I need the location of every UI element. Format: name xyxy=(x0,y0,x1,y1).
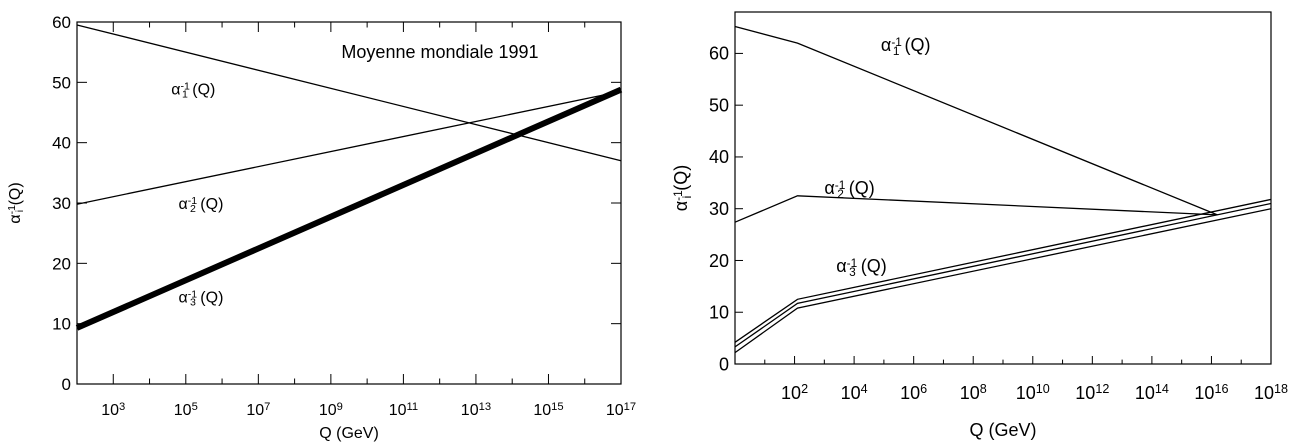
x-tick-label: 107 xyxy=(246,401,270,420)
x-tick-label: 1016 xyxy=(1194,382,1228,404)
y-tick-label: 30 xyxy=(52,194,71,213)
plot-frame xyxy=(76,21,622,385)
y-tick-label: 0 xyxy=(719,354,729,374)
x-tick-label: 106 xyxy=(900,382,927,404)
series-label-alpha2: α-1 2 (Q) xyxy=(824,178,874,201)
x-tick-label: 105 xyxy=(174,401,198,420)
series-label-alpha1: α-1 1 (Q) xyxy=(881,34,931,57)
chart-right-unification: 0 10 20 30 40 50 60 102 104 106 108 1010 1012 1014 101… xyxy=(671,11,1288,440)
series-line-alpha3_mid xyxy=(734,202,1272,348)
x-tick-label: 1017 xyxy=(606,401,636,420)
x-tick-label: 1010 xyxy=(1016,382,1050,404)
series-line-alpha1 xyxy=(76,24,622,162)
chart-left-moyenne-mondiale: 0 10 20 30 40 50 60 103 105 107 109 1011 1013 1015 101… xyxy=(6,13,636,442)
x-tick-label: 102 xyxy=(781,382,808,404)
x-tick-label: 104 xyxy=(841,382,868,404)
series-label-alpha1: α-1 1 (Q) xyxy=(171,80,215,100)
series-line-alpha1 xyxy=(734,25,1218,216)
y-tick-label: 40 xyxy=(52,134,71,153)
y-tick-label: 20 xyxy=(52,254,71,273)
x-tick-label: 1018 xyxy=(1254,382,1288,404)
x-axis-label: Q (GeV) xyxy=(969,420,1036,440)
y-axis-label: α-1i (Q) xyxy=(6,182,26,223)
plot-frame xyxy=(734,11,1272,365)
x-tick-label: 1011 xyxy=(389,401,418,420)
x-tick-label: 108 xyxy=(960,382,987,404)
y-tick-label: 30 xyxy=(709,199,729,219)
y-tick-label: 10 xyxy=(709,303,729,323)
x-tick-label: 1012 xyxy=(1075,382,1109,404)
y-tick-label: 40 xyxy=(709,147,729,167)
x-tick-label: 1015 xyxy=(533,401,563,420)
series-line-alpha2 xyxy=(734,195,1218,223)
x-axis-label: Q (GeV) xyxy=(319,425,379,442)
x-tick-label: 103 xyxy=(101,401,125,420)
x-tick-label: 1013 xyxy=(461,401,491,420)
chart-title: Moyenne mondiale 1991 xyxy=(341,42,538,62)
series-label-alpha3: α-1 3 (Q) xyxy=(836,255,886,278)
y-tick-label: 20 xyxy=(709,251,729,271)
y-tick-label: 60 xyxy=(52,13,71,32)
x-tick-label: 109 xyxy=(319,401,343,420)
series-line-alpha3_lower xyxy=(734,208,1272,354)
series-label-alpha2: α-1 2 (Q) xyxy=(179,195,224,215)
y-tick-label: 60 xyxy=(709,44,729,64)
series-line-alpha3_upper xyxy=(734,198,1272,343)
y-tick-label: 50 xyxy=(709,95,729,115)
series-label-alpha3: α-1 3 (Q) xyxy=(179,289,224,309)
series-line-alpha2 xyxy=(76,90,622,205)
y-axis-label: α-1i (Q) xyxy=(671,165,694,212)
y-tick-label: 10 xyxy=(52,315,71,334)
y-tick-label: 0 xyxy=(62,375,71,394)
x-tick-label: 1014 xyxy=(1135,382,1169,404)
series-line-alpha3 xyxy=(75,86,623,331)
y-tick-label: 50 xyxy=(52,73,71,92)
